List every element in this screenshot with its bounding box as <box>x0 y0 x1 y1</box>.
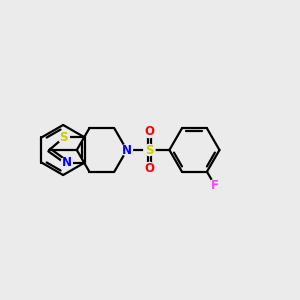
Text: N: N <box>62 156 72 169</box>
Circle shape <box>144 126 155 138</box>
Circle shape <box>58 132 69 143</box>
Text: F: F <box>211 178 219 192</box>
Text: O: O <box>144 125 154 139</box>
Text: O: O <box>144 161 154 175</box>
Circle shape <box>144 162 155 174</box>
Circle shape <box>61 157 72 168</box>
Text: N: N <box>122 143 132 157</box>
Text: S: S <box>59 131 68 144</box>
Circle shape <box>209 179 220 191</box>
Circle shape <box>121 144 133 156</box>
Circle shape <box>144 144 155 156</box>
Text: S: S <box>145 143 154 157</box>
